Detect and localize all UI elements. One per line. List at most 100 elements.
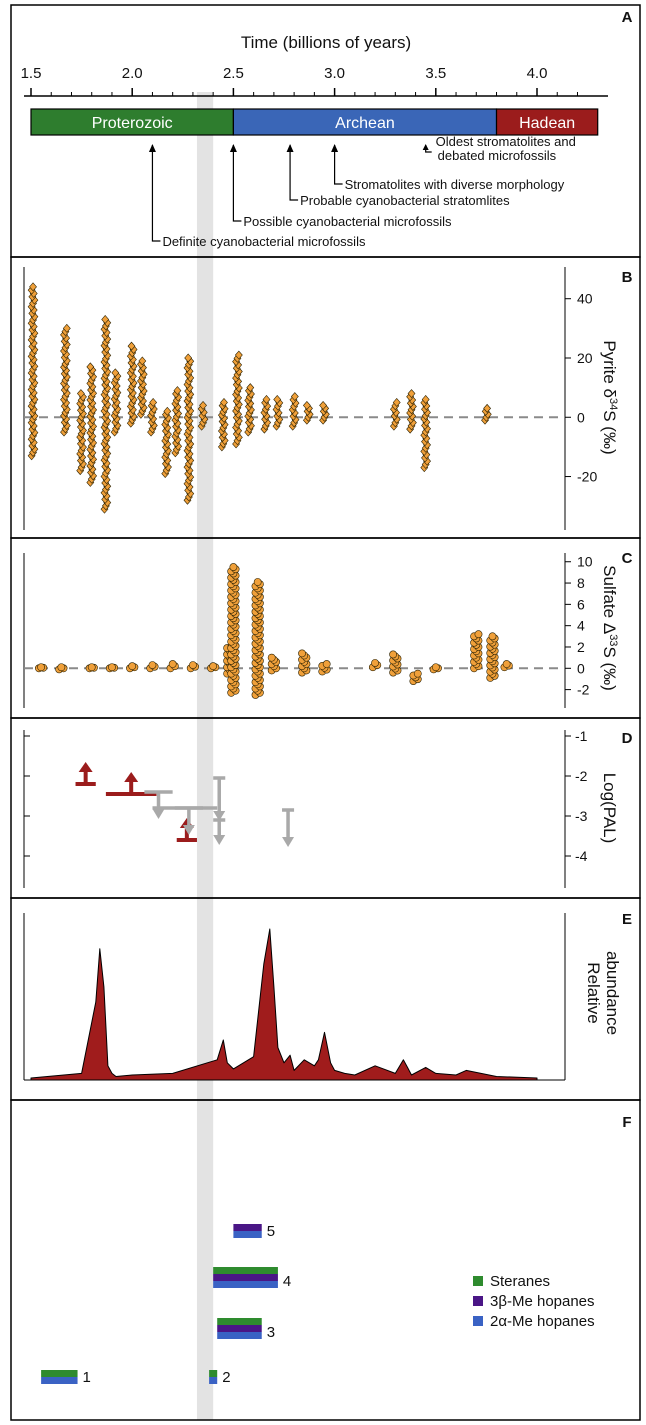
biomarker-group-label: 5 (267, 1223, 275, 1240)
annotation-text: Definite cyanobacterial microfossils (162, 234, 366, 249)
pyrite-diamond (262, 395, 271, 404)
gray-band (196, 92, 214, 1420)
pyrite-diamond (220, 397, 228, 407)
legend-label-hopane3b: 3β-Me hopanes (490, 1293, 595, 1310)
pyrite-diamond (138, 356, 147, 366)
pyrite-diamond (173, 386, 182, 396)
panel-e-y-label-line2: abundance (603, 951, 622, 1035)
pyrite-diamond (407, 389, 416, 399)
panel-b-y-tick-label: 0 (577, 409, 585, 425)
panel-b-y-tick-label: 40 (577, 291, 593, 307)
eon-label-proterozoic: Proterozoic (92, 115, 173, 132)
pyrite-diamond (101, 315, 110, 324)
lower-bound-arrowhead (78, 762, 93, 772)
biomarker-bar-hopane2a (41, 1377, 78, 1384)
panel-c-y-axis-label: Sulfate Δ33S (‰) (600, 565, 619, 691)
upper-bound-arrowhead (213, 835, 226, 845)
sulfate-circle (209, 662, 218, 671)
biomarker-bar-steranes (217, 1318, 262, 1325)
pyrite-diamond (392, 397, 401, 407)
annotation-4: Stromatolites with diverse morphology (331, 144, 565, 192)
panel-d-y-tick-label: -4 (575, 848, 588, 864)
biomarker-bar-hopane2a (233, 1231, 262, 1238)
annotation-1: Definite cyanobacterial microfossils (148, 144, 366, 249)
sulfate-circle (322, 660, 331, 668)
annotation-3: Probable cyanobacterial stratomlites (286, 144, 510, 208)
pyrite-diamond (199, 400, 207, 410)
pyrite-diamond (62, 323, 71, 333)
time-tick-label: 3.5 (425, 65, 446, 82)
annotation-arrowhead (422, 144, 429, 150)
panel-c-y-tick-label: 0 (577, 660, 585, 676)
upper-bound-arrowhead (182, 825, 195, 835)
time-tick-label: 2.0 (122, 65, 143, 82)
pyrite-diamond (234, 350, 243, 360)
legend-swatch-hopane2a (473, 1316, 483, 1326)
sulfate-circle (229, 563, 238, 571)
sulfate-circle (189, 661, 197, 669)
pyrite-diamond (184, 353, 193, 363)
pyrite-diamond (319, 400, 327, 410)
biomarker-group-label: 1 (83, 1369, 91, 1386)
biomarker-bar-steranes (209, 1370, 218, 1377)
sulfate-circle (253, 578, 262, 586)
time-tick-label: 4.0 (527, 65, 548, 82)
sulfate-circle (128, 662, 137, 671)
annotation-text: Stromatolites with diverse morphology (345, 177, 565, 192)
pyrite-diamond (149, 397, 158, 407)
annotation-arrowhead (331, 144, 339, 152)
sulfate-circle (488, 632, 497, 641)
time-tick-label: 2.5 (223, 65, 244, 82)
panel-label-c: C (622, 550, 633, 567)
biomarker-bar-hopane2a (209, 1377, 218, 1384)
pyrite-diamond (246, 383, 255, 393)
pyrite-diamond (483, 403, 491, 413)
pyrite-diamond (127, 341, 136, 351)
eon-proterozoic (30, 108, 234, 136)
pyrite-diamond (302, 400, 311, 410)
panel-f-frame (10, 1099, 641, 1421)
legend-swatch-hopane3b (473, 1296, 483, 1306)
pyrite-diamond (77, 389, 85, 399)
legend-swatch-steranes (473, 1276, 483, 1286)
sulfate-circle (168, 660, 177, 668)
panel-label-f: F (622, 1114, 631, 1131)
abundance-area (30, 928, 538, 1081)
annotation-arrowhead (148, 144, 156, 152)
eon-label-archean: Archean (335, 115, 395, 132)
panel-d-y-tick-label: -1 (575, 728, 588, 744)
panel-d-y-tick-label: -3 (575, 808, 588, 824)
sulfate-circle (57, 663, 66, 672)
panel-d-bounds (75, 762, 295, 847)
pyrite-diamond (273, 395, 282, 404)
eon-label-hadean: Hadean (519, 115, 575, 132)
time-tick-label: 1.5 (21, 65, 42, 82)
panel-c-y-tick-label: -2 (577, 682, 590, 698)
panel-label-a: A (622, 9, 633, 26)
annotation-text: Possible cyanobacterial microfossils (243, 214, 452, 229)
annotation-line (151, 145, 161, 242)
lower-bound-arrowhead (124, 772, 139, 782)
sulfate-circle (87, 663, 96, 672)
panel-label-d: D (622, 730, 633, 747)
panel-b-y-axis-label: Pyrite δ34S (‰) (600, 340, 619, 454)
annotation-text: Oldest stromatolites and (436, 134, 576, 149)
sulfate-circle (371, 659, 379, 667)
upper-bound-arrowhead (152, 809, 165, 819)
annotation-2: Possible cyanobacterial microfossils (229, 144, 452, 229)
annotation-text: debated microfossils (438, 148, 557, 163)
sulfate-circle (37, 663, 46, 672)
upper-bound-arrowhead (213, 811, 226, 821)
sulfate-circle (298, 649, 306, 658)
biomarker-bar-hopane2a (217, 1332, 262, 1339)
panel-f-bars: 1 2 3 4 5 (41, 1223, 291, 1386)
panel-c-y-tick-label: 2 (577, 639, 585, 655)
sulfate-circle (148, 661, 157, 669)
legend-label-hopane2a: 2α-Me hopanes (490, 1313, 595, 1330)
biomarker-group-label: 4 (283, 1273, 291, 1290)
pyrite-diamond (29, 282, 37, 292)
panel-label-e: E (622, 911, 632, 928)
biomarker-bar-hopane2a (213, 1281, 278, 1288)
sulfate-circle (267, 653, 276, 662)
